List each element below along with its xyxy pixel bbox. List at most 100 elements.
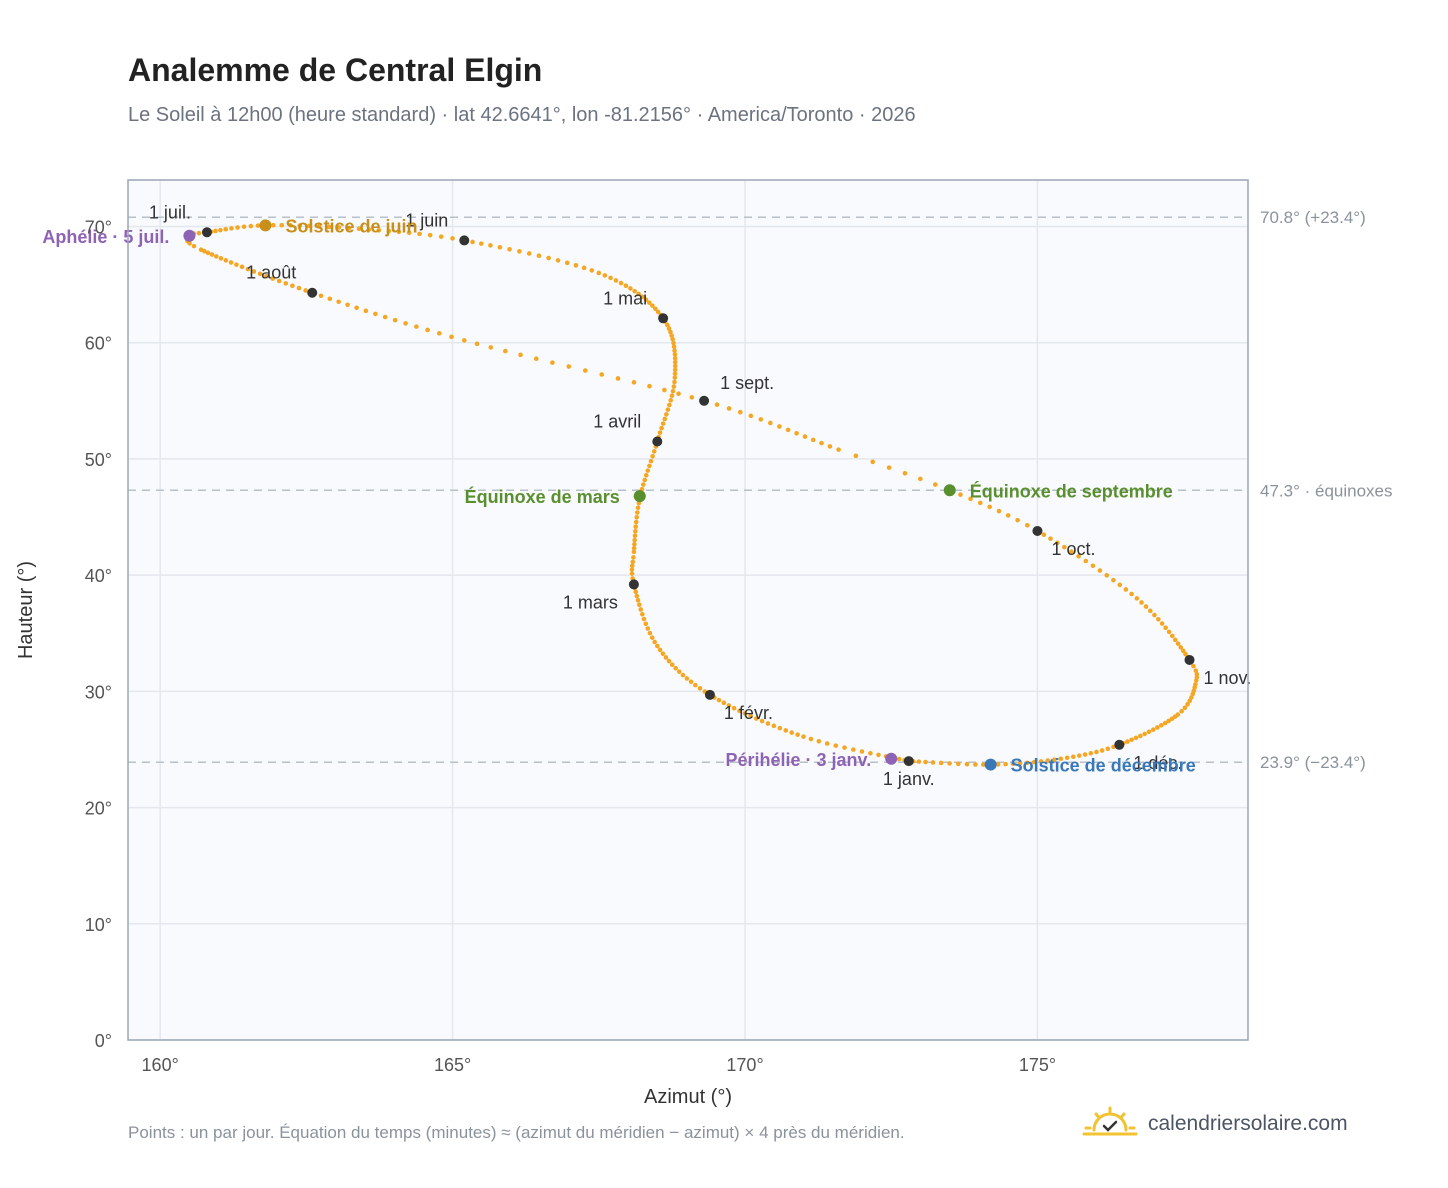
daily-dot bbox=[643, 473, 649, 478]
month-marker bbox=[1114, 739, 1125, 750]
brand[interactable]: calendriersolaire.com bbox=[1082, 1104, 1348, 1144]
daily-dot bbox=[1129, 591, 1134, 597]
daily-dot bbox=[956, 761, 961, 767]
daily-dot bbox=[187, 241, 192, 246]
y-tick-label: 70° bbox=[85, 217, 112, 237]
daily-dot bbox=[629, 571, 635, 576]
footnote: Points : un par jour. Équation du temps … bbox=[128, 1123, 905, 1142]
daily-dot bbox=[647, 630, 653, 636]
daily-dot bbox=[650, 303, 655, 308]
daily-dot bbox=[1138, 733, 1143, 739]
daily-dot bbox=[1169, 633, 1175, 639]
daily-dot bbox=[765, 721, 771, 726]
daily-dot bbox=[1134, 596, 1140, 601]
month-marker-label: 1 déc. bbox=[1133, 753, 1182, 773]
daily-dot bbox=[1031, 759, 1037, 765]
daily-dot bbox=[1193, 668, 1199, 673]
daily-dot bbox=[318, 293, 324, 299]
daily-dot bbox=[382, 314, 388, 320]
daily-dot bbox=[647, 383, 652, 389]
month-marker-label: 1 mars bbox=[563, 592, 618, 612]
daily-dot bbox=[1015, 517, 1020, 523]
daily-dot bbox=[981, 762, 986, 767]
daily-dot bbox=[672, 371, 678, 377]
daily-dot bbox=[680, 672, 686, 678]
daily-dot bbox=[635, 510, 640, 515]
daily-dot bbox=[987, 504, 992, 510]
x-axis-label: Azimut (°) bbox=[644, 1086, 732, 1108]
daily-dot bbox=[660, 421, 666, 426]
daily-dot bbox=[438, 234, 444, 239]
daily-dot bbox=[1155, 725, 1160, 730]
daily-dot bbox=[641, 482, 646, 487]
daily-dot bbox=[223, 258, 229, 263]
daily-dot bbox=[629, 567, 635, 572]
daily-dot bbox=[648, 458, 654, 464]
daily-dot bbox=[1133, 735, 1139, 741]
daily-dot bbox=[488, 345, 494, 350]
daily-dot bbox=[1189, 695, 1194, 700]
daily-dot bbox=[633, 528, 638, 534]
daily-dot bbox=[646, 300, 652, 305]
daily-dot bbox=[666, 326, 672, 331]
daily-dot bbox=[631, 555, 636, 560]
daily-dot bbox=[673, 665, 678, 671]
daily-dot bbox=[668, 398, 674, 403]
event-marker bbox=[633, 490, 646, 503]
month-marker bbox=[201, 227, 212, 238]
y-tick-label: 50° bbox=[85, 450, 112, 470]
daily-dot bbox=[964, 761, 970, 767]
daily-dot bbox=[283, 281, 289, 286]
daily-dot bbox=[1191, 663, 1196, 669]
daily-dot bbox=[665, 407, 671, 412]
daily-dot bbox=[1097, 568, 1103, 573]
daily-dot bbox=[842, 745, 847, 750]
month-markers: 1 janv. 1 févr. 1 mars 1 avril 1 mai 1 juin 1 … bbox=[149, 202, 1251, 789]
daily-dot bbox=[234, 262, 239, 267]
daily-dot bbox=[659, 425, 664, 431]
daily-dot bbox=[1125, 739, 1130, 744]
daily-dot bbox=[346, 225, 352, 231]
x-tick-label: 170° bbox=[726, 1055, 763, 1075]
reference-line-label: 23.9° (−23.4°) bbox=[1260, 753, 1366, 772]
event-label: Aphélie · 5 juil. bbox=[42, 227, 169, 247]
daily-dot bbox=[245, 266, 251, 272]
daily-dot bbox=[1117, 582, 1123, 588]
daily-dot bbox=[868, 750, 873, 756]
daily-dot bbox=[731, 705, 737, 711]
event-label: Équinoxe de septembre bbox=[970, 480, 1173, 501]
daily-dot bbox=[810, 437, 816, 443]
daily-dot bbox=[1088, 751, 1094, 756]
daily-dot bbox=[754, 716, 759, 721]
event-marker bbox=[943, 484, 956, 497]
brand-name[interactable]: calendriersolaire.com bbox=[1148, 1112, 1348, 1135]
daily-dot bbox=[1038, 759, 1044, 764]
daily-dot bbox=[214, 254, 219, 259]
daily-dot bbox=[507, 246, 512, 252]
daily-dot bbox=[801, 734, 806, 739]
page-title: Analemme de Central Elgin bbox=[128, 52, 543, 88]
daily-dot bbox=[327, 296, 333, 302]
daily-dot bbox=[748, 413, 754, 419]
daily-dot bbox=[737, 708, 742, 714]
month-marker bbox=[628, 579, 639, 590]
daily-dot bbox=[257, 271, 263, 277]
daily-dot bbox=[672, 355, 678, 361]
daily-dot bbox=[643, 621, 649, 627]
daily-dot bbox=[316, 224, 322, 229]
daily-dot bbox=[827, 444, 833, 449]
daily-dot bbox=[474, 341, 480, 347]
daily-dot bbox=[714, 402, 720, 407]
daily-dot bbox=[1159, 621, 1165, 626]
daily-dot bbox=[641, 616, 647, 622]
daily-dot bbox=[689, 395, 695, 400]
daily-dot bbox=[450, 236, 455, 241]
daily-dot bbox=[876, 752, 881, 758]
daily-dot bbox=[684, 676, 690, 681]
daily-dot bbox=[672, 352, 678, 357]
month-marker-label: 1 avril bbox=[593, 411, 641, 431]
daily-dot bbox=[191, 243, 197, 249]
daily-dot bbox=[1076, 753, 1082, 758]
daily-dot bbox=[667, 402, 672, 408]
page-subtitle: Le Soleil à 12h00 (heure standard) · lat… bbox=[128, 104, 916, 126]
